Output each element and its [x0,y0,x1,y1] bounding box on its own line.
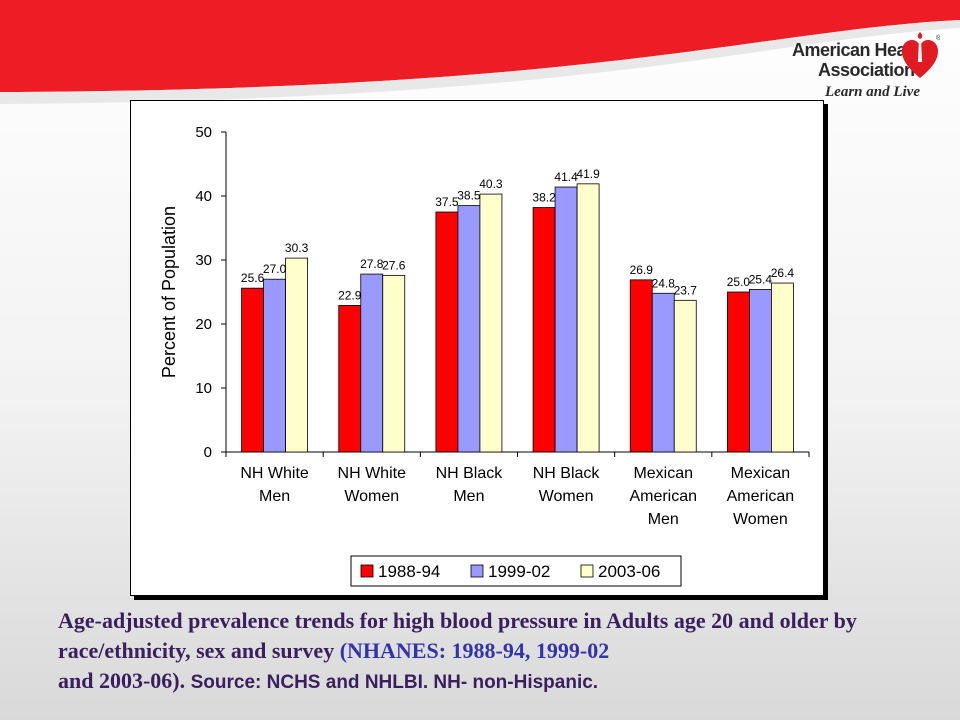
slide-caption: Age-adjusted prevalence trends for high … [58,606,898,698]
bar [285,257,308,453]
x-tick-label: American [629,488,697,505]
data-label: 25.4 [749,272,773,286]
y-tick-label: 0 [204,444,212,461]
bar [338,305,362,453]
data-label: 26.4 [771,266,795,280]
bar [629,279,653,453]
caption-source: Source: NCHS and NHLBI. NH- non-Hispanic… [190,672,599,693]
bar [457,205,481,453]
bar [554,186,578,453]
heart-torch-icon: ® [902,32,940,78]
logo-text-line1: American Heart [792,40,919,60]
data-label: 37.5 [435,195,459,209]
chart-panel: 0 10 20 30 40 50 Percent of Population 25.6 27.0… [130,100,824,596]
data-label: 25.6 [241,271,265,285]
legend-label: 2003-06 [598,562,660,581]
header-banner [0,0,960,104]
caption-survey: (NHANES: 1988-94, 1999-02 [339,638,610,663]
data-label: 23.7 [674,283,698,297]
x-tick-label: American [727,488,795,505]
x-tick-label: Women [344,488,399,505]
bar [241,287,264,453]
y-tick-label: 30 [195,252,212,269]
data-label: 41.9 [576,167,600,181]
data-label: 24.8 [652,276,676,290]
caption-survey-end: and 2003-06). [58,668,191,693]
y-tick-label: 50 [195,124,212,141]
x-tick-label: Mexican [731,465,791,482]
x-tick-label: NH White [240,465,309,482]
legend-label: 1999-02 [488,562,550,581]
bar [771,282,794,453]
bar [749,289,772,453]
x-tick-label: NH Black [436,465,504,482]
x-tick-label: Men [648,511,679,528]
bar [360,273,384,453]
legend-swatch [360,564,374,578]
data-label: 26.9 [630,263,654,277]
logo-tagline: Learn and Live [825,84,920,100]
data-label: 27.0 [263,262,287,276]
bar [532,207,556,453]
y-tick-label: 10 [195,380,212,397]
y-axis-title: Percent of Population [159,206,179,378]
data-label: 38.2 [532,191,556,205]
data-label: 38.5 [457,189,481,203]
data-label: 30.3 [285,241,309,255]
x-tick-label: Women [733,511,788,528]
legend-box [350,555,682,587]
bar [576,183,600,453]
x-tick-label: NH White [338,465,407,482]
bar [479,193,503,453]
legend-swatch [470,564,484,578]
x-tick-label: Women [539,488,594,505]
bar [727,291,750,453]
registered-mark: ® [936,34,940,42]
data-label: 41.4 [554,170,578,184]
x-tick-label: Men [259,488,290,505]
y-tick-label: 40 [195,188,212,205]
logo-text-line2: Association [818,60,915,80]
x-tick-label: NH Black [533,465,601,482]
bar [673,299,697,453]
data-label: 22.9 [338,288,362,302]
x-tick-label: Mexican [633,465,693,482]
bar [382,274,406,453]
data-label: 27.8 [360,257,384,271]
bar [263,278,286,453]
bar-chart: 0 10 20 30 40 50 Percent of Population 25.627.0… [159,124,810,587]
data-label: 25.0 [727,275,751,289]
legend-label: 1988-94 [378,562,440,581]
bar [651,292,675,453]
data-label: 27.6 [382,258,406,272]
aha-logo: American Heart Association Learn and Liv… [780,28,955,108]
data-label: 40.3 [479,177,503,191]
y-tick-label: 20 [195,316,212,333]
legend-swatch [580,564,594,578]
x-tick-label: Men [453,488,484,505]
caption-main: Age-adjusted prevalence trends for high … [58,608,857,663]
bar [435,211,459,453]
